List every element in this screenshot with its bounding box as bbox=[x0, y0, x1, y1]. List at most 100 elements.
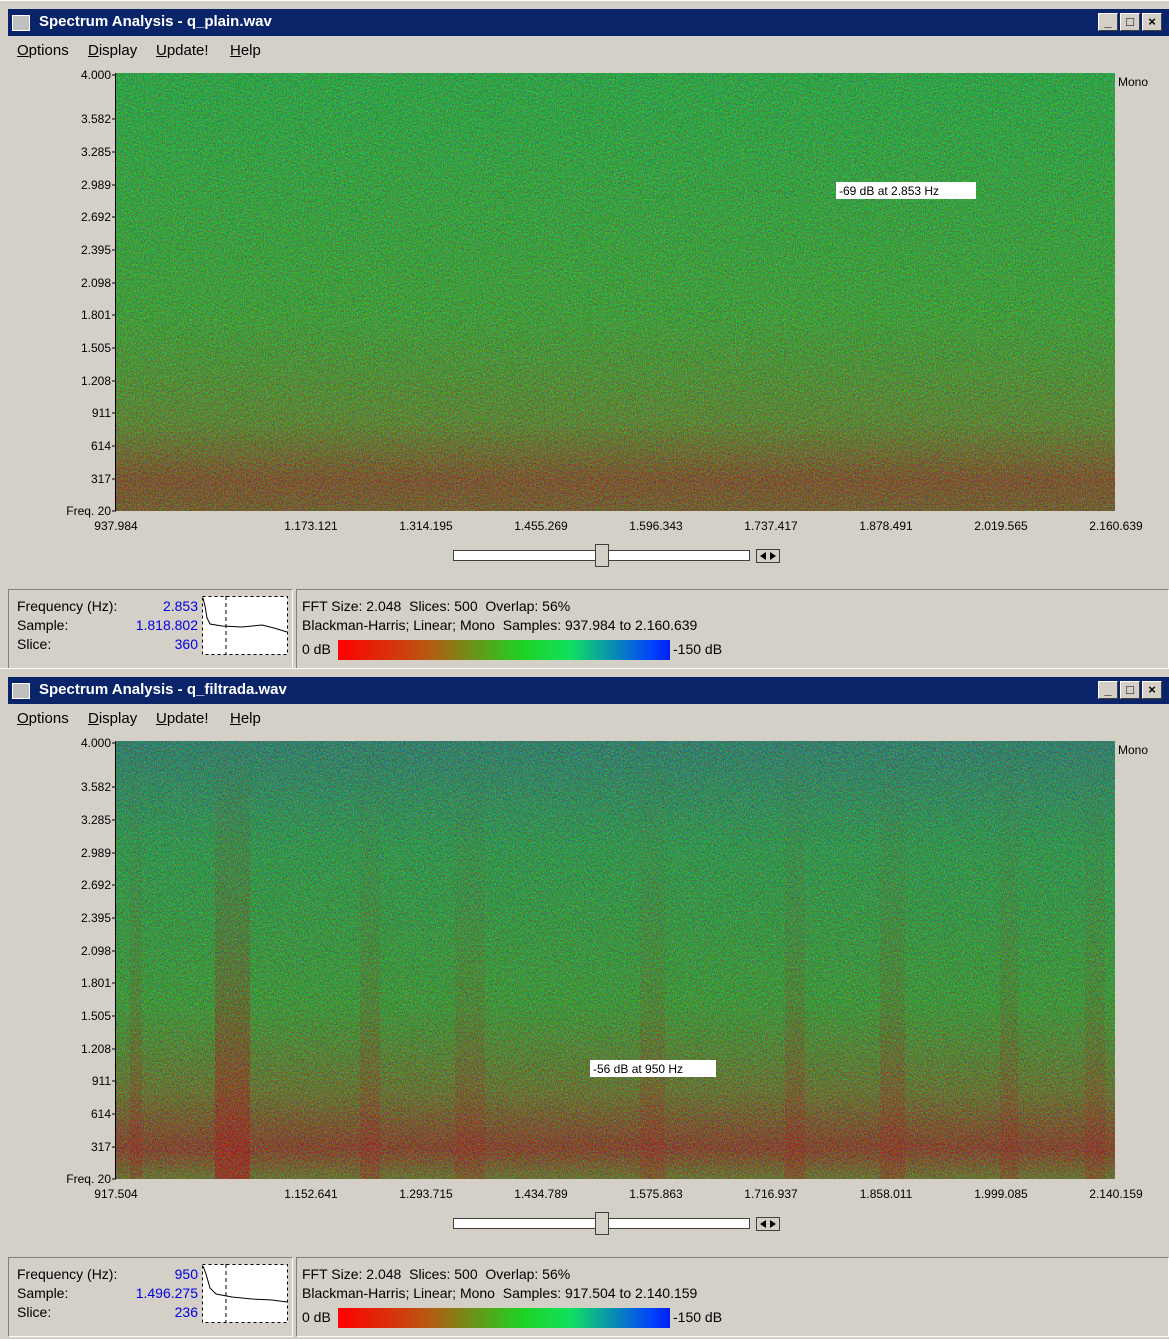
color-scale bbox=[338, 640, 670, 660]
info-value: 360 bbox=[174, 636, 198, 652]
fft-settings: FFT Size: 2.048 Slices: 500 Overlap: 56% bbox=[302, 598, 571, 614]
menu-item[interactable]: Update! bbox=[156, 42, 209, 59]
y-tick-label: 3.285 bbox=[81, 813, 111, 827]
y-tick-label: 2.692 bbox=[81, 878, 111, 892]
x-tick-label: 2.140.159 bbox=[1089, 1187, 1143, 1201]
x-tick-label: 1.999.085 bbox=[974, 1187, 1028, 1201]
spectrogram-noise bbox=[116, 73, 1115, 511]
info-value: 950 bbox=[174, 1266, 198, 1282]
minimize-button[interactable]: _ bbox=[1098, 681, 1118, 699]
title-bar: Spectrum Analysis - q_plain.wav _ □ × bbox=[8, 9, 1169, 36]
x-tick-label: 917.504 bbox=[94, 1187, 138, 1201]
window: Spectrum Analysis - q_filtrada.wav _ □ × Opt… bbox=[0, 668, 1169, 1337]
info-label: Sample: bbox=[17, 1285, 69, 1301]
y-tick-label: 911 bbox=[92, 406, 111, 420]
info-value: 2.853 bbox=[162, 598, 198, 614]
window: Spectrum Analysis - q_plain.wav _ □ × Option… bbox=[0, 0, 1169, 669]
close-button[interactable]: × bbox=[1142, 13, 1162, 31]
info-label: Slice: bbox=[17, 1304, 52, 1320]
slider-thumb bbox=[595, 544, 609, 567]
scroll-arrow-icons bbox=[760, 552, 776, 560]
x-tick-label: 1.314.195 bbox=[399, 519, 453, 533]
y-tick-label: 3.285 bbox=[81, 145, 111, 159]
menu-item[interactable]: Options bbox=[17, 42, 69, 59]
menu-item[interactable]: Help bbox=[230, 710, 261, 727]
info-value: 1.496.275 bbox=[135, 1285, 198, 1301]
mini-graph-curve bbox=[202, 1265, 288, 1303]
y-tick-label: 614 bbox=[91, 439, 111, 453]
y-tick-label: 2.098 bbox=[81, 944, 111, 958]
x-tick-label: 1.434.789 bbox=[514, 1187, 568, 1201]
info-label: Sample: bbox=[17, 617, 69, 633]
y-tick-label: 3.582 bbox=[81, 112, 111, 126]
maximize-button[interactable]: □ bbox=[1120, 13, 1140, 31]
y-tick-label: 4.000 bbox=[81, 736, 111, 750]
x-tick-label: 1.737.417 bbox=[744, 519, 798, 533]
window-settings: Blackman-Harris; Linear; Mono Samples: 9… bbox=[302, 1285, 698, 1301]
y-tick-label: 614 bbox=[91, 1107, 111, 1121]
menu-item[interactable]: Help bbox=[230, 42, 261, 59]
x-tick-label: 1.858.011 bbox=[860, 1187, 913, 1201]
x-tick-label: 1.596.343 bbox=[629, 519, 683, 533]
y-tick-label: 2.989 bbox=[81, 846, 111, 860]
y-tick-label: 1.208 bbox=[81, 374, 111, 388]
y-tick-label: 1.505 bbox=[81, 1009, 111, 1023]
mini-graph-bg bbox=[202, 596, 288, 655]
cursor-label-box bbox=[836, 182, 976, 199]
spectrogram-noise bbox=[116, 741, 1115, 1179]
y-tick-label: 2.395 bbox=[81, 911, 111, 925]
info-value: 236 bbox=[174, 1304, 198, 1320]
menu-item[interactable]: Display bbox=[88, 42, 138, 59]
scale-min-label: 0 dB bbox=[302, 1309, 331, 1325]
menu-item[interactable]: Display bbox=[88, 710, 138, 727]
x-tick-label: 1.293.715 bbox=[399, 1187, 453, 1201]
y-tick-label: 3.582 bbox=[81, 780, 111, 794]
maximize-button[interactable]: □ bbox=[1120, 681, 1140, 699]
scale-max-label: -150 dB bbox=[673, 641, 723, 657]
y-tick-label: 2.098 bbox=[81, 276, 111, 290]
x-tick-label: 2.160.639 bbox=[1089, 519, 1143, 533]
info-value: 1.818.802 bbox=[135, 617, 198, 633]
spectrogram-view: 4.000 3.582 3.285 2.989 2.692 2.395 2.098 1.801… bbox=[66, 736, 1148, 1235]
spectrogram-view: 4.000 3.582 3.285 2.989 2.692 2.395 2.098 1.801… bbox=[66, 68, 1148, 567]
info-label: Slice: bbox=[17, 636, 52, 652]
close-button[interactable]: × bbox=[1142, 681, 1162, 699]
channel-label: Mono bbox=[1118, 75, 1148, 89]
y-tick-label: 2.989 bbox=[81, 178, 111, 192]
y-tick-label: 4.000 bbox=[81, 68, 111, 82]
cursor-label: -56 dB at 950 Hz bbox=[593, 1062, 683, 1076]
mini-graph bbox=[202, 1264, 288, 1323]
window-title: Spectrum Analysis - q_plain.wav bbox=[39, 13, 272, 30]
scale-max-label: -150 dB bbox=[673, 1309, 723, 1325]
x-tick-label: 1.152.641 bbox=[284, 1187, 338, 1201]
scroll-arrows bbox=[756, 549, 780, 563]
x-tick-label: 2.019.565 bbox=[974, 519, 1028, 533]
x-tick-label: 1.716.937 bbox=[744, 1187, 798, 1201]
x-tick-label: 1.455.269 bbox=[514, 519, 568, 533]
mini-graph-bg bbox=[202, 1264, 288, 1323]
window-settings: Blackman-Harris; Linear; Mono Samples: 9… bbox=[302, 617, 698, 633]
info-panel bbox=[8, 1257, 293, 1337]
cursor-label: -69 dB at 2.853 Hz bbox=[839, 184, 939, 198]
slider-thumb bbox=[595, 1212, 609, 1235]
minimize-button[interactable]: _ bbox=[1098, 13, 1118, 31]
y-tick-label: Freq. 20 bbox=[66, 1172, 111, 1186]
y-tick-label: 1.208 bbox=[81, 1042, 111, 1056]
title-bar: Spectrum Analysis - q_filtrada.wav _ □ × bbox=[8, 677, 1169, 704]
y-tick-label: 1.801 bbox=[81, 976, 111, 990]
x-tick-label: 937.984 bbox=[94, 519, 138, 533]
y-tick-label: 317 bbox=[91, 1140, 111, 1154]
app-icon bbox=[12, 683, 30, 699]
info-label: Frequency (Hz): bbox=[17, 598, 118, 614]
menu-item[interactable]: Options bbox=[17, 710, 69, 727]
fft-settings: FFT Size: 2.048 Slices: 500 Overlap: 56% bbox=[302, 1266, 571, 1282]
menu-item[interactable]: Update! bbox=[156, 710, 209, 727]
y-tick-label: Freq. 20 bbox=[66, 504, 111, 518]
window-title: Spectrum Analysis - q_filtrada.wav bbox=[39, 681, 287, 698]
color-scale bbox=[338, 1308, 670, 1328]
y-tick-label: 1.505 bbox=[81, 341, 111, 355]
channel-label: Mono bbox=[1118, 743, 1148, 757]
mini-graph bbox=[202, 596, 288, 655]
